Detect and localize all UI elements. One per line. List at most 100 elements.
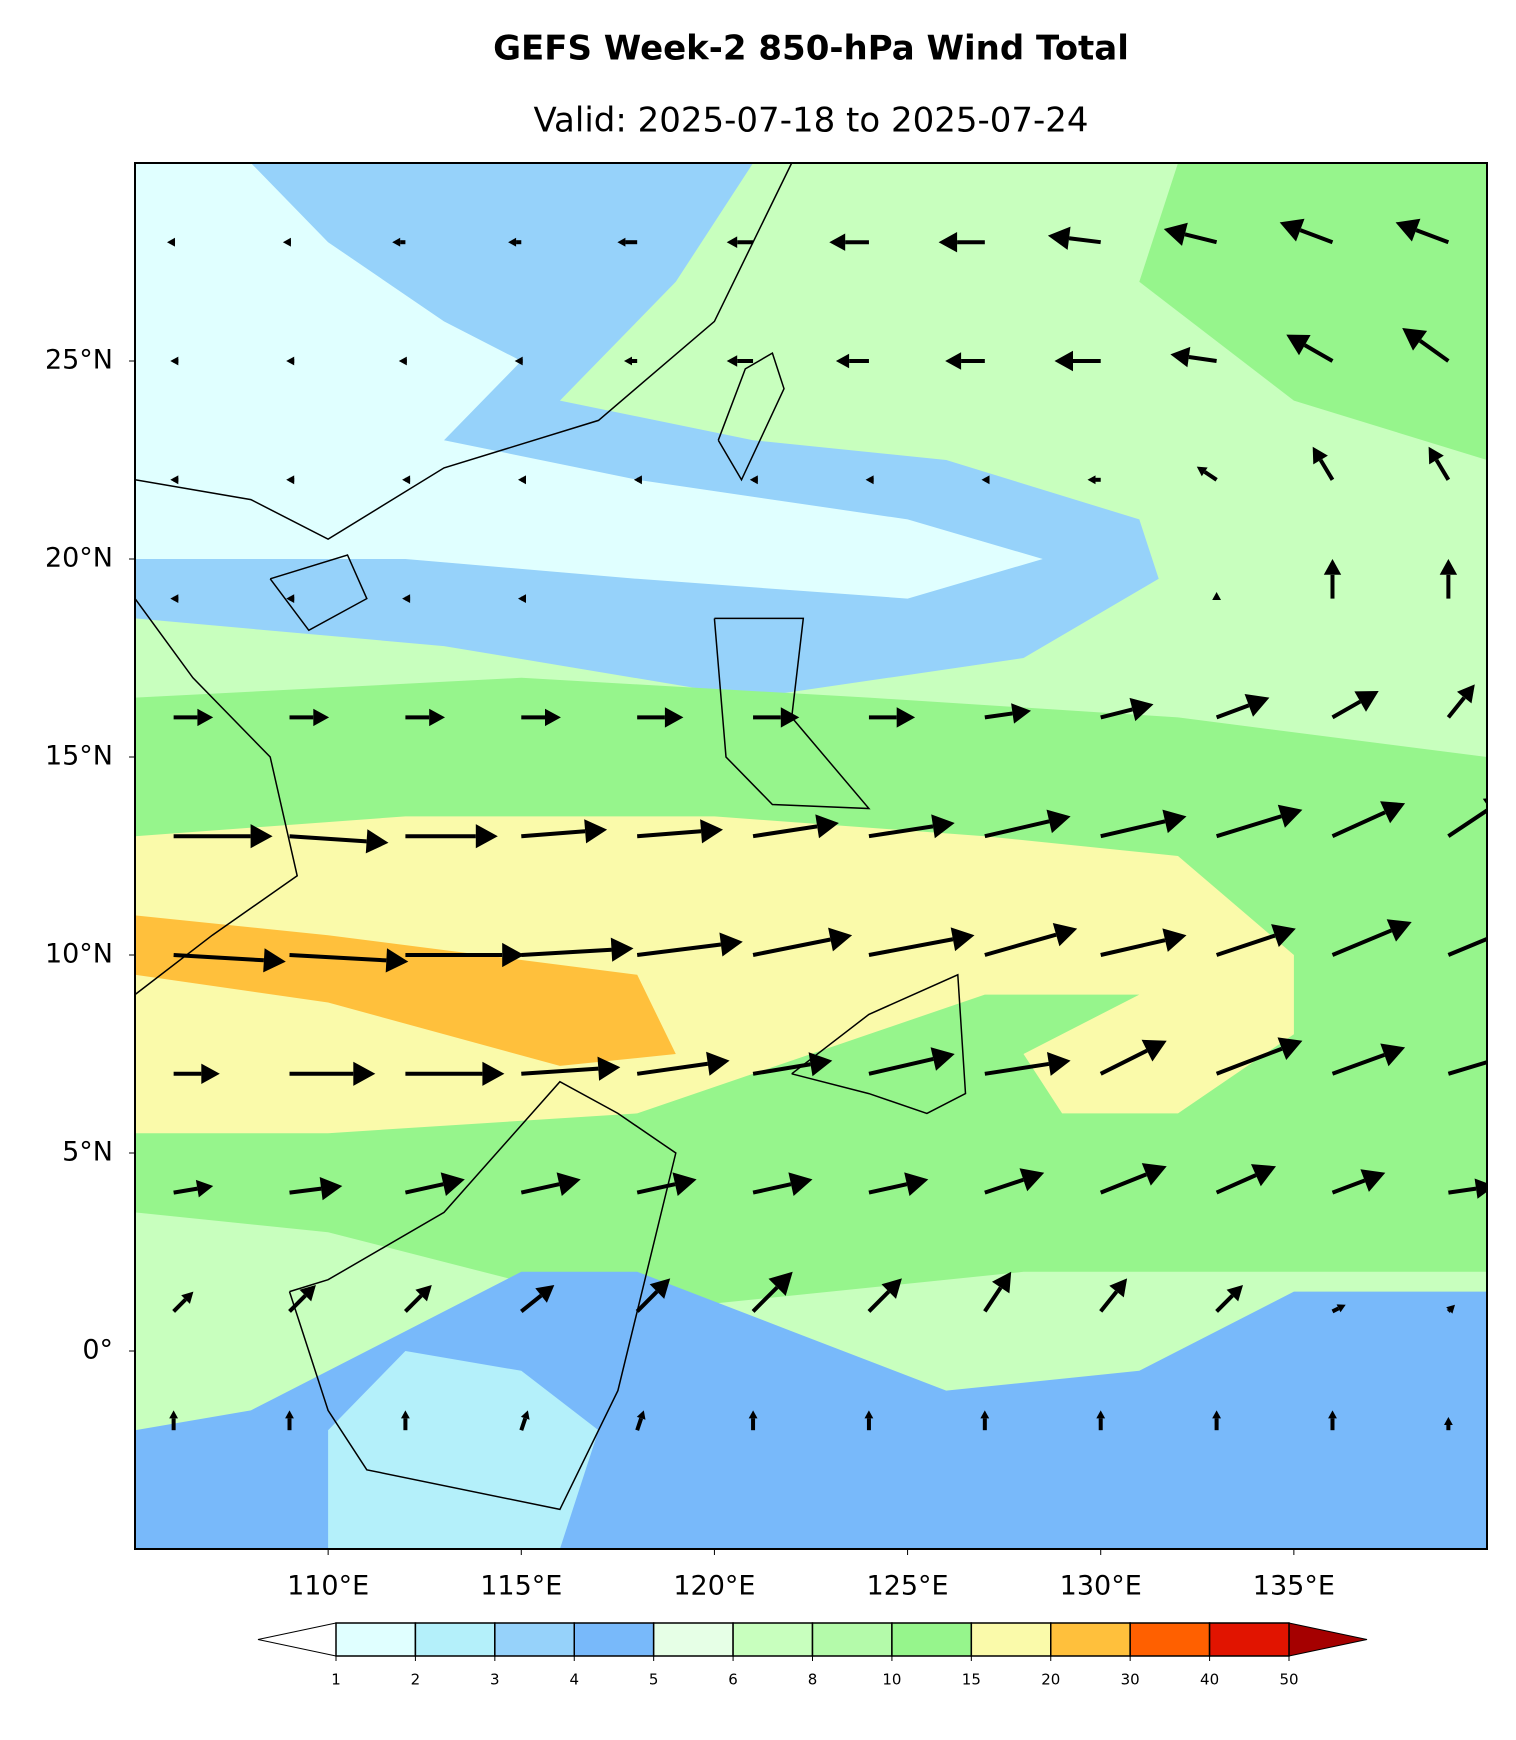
wind-arrow <box>521 937 634 962</box>
arrow-shaft <box>521 829 586 839</box>
arrow-head <box>672 1172 697 1196</box>
wind-arrow <box>984 809 1071 839</box>
arrow-shaft <box>1331 1178 1366 1195</box>
wind-arrow <box>1047 226 1101 250</box>
wind-arrow <box>1331 1304 1346 1314</box>
arrow-head <box>286 356 295 366</box>
arrow-head <box>1212 592 1221 600</box>
arrow-head <box>1490 1049 1515 1072</box>
arrow-head <box>1277 1037 1303 1060</box>
arrow-shaft <box>1100 938 1166 957</box>
wind-arrow <box>518 594 526 603</box>
wind-arrow <box>633 475 642 485</box>
coastlines <box>135 163 967 1511</box>
arrow-head <box>1271 924 1296 947</box>
colorbar-box <box>494 1622 576 1657</box>
arrow-head <box>535 1285 555 1303</box>
y-tick-label: 0° <box>82 1335 113 1366</box>
wind-arrow <box>1216 804 1303 839</box>
wind-arrow <box>402 475 411 485</box>
arrow-head <box>719 932 743 957</box>
arrow-head <box>633 475 642 485</box>
wind-arrow <box>285 1410 294 1431</box>
wind-arrow <box>405 942 525 968</box>
arrow-head <box>353 1061 376 1086</box>
arrow-head <box>1196 466 1208 477</box>
wind-arrow <box>938 232 985 253</box>
title: GEFS Week-2 850-hPa Wind Total <box>493 29 1129 69</box>
arrow-head <box>896 707 916 728</box>
arrow-shaft <box>1447 808 1487 838</box>
arrow-head <box>286 475 295 485</box>
arrow-shaft <box>635 1417 644 1431</box>
arrow-head <box>865 475 874 485</box>
arrow-head <box>726 355 738 367</box>
arrow-head <box>195 1179 214 1198</box>
wind-arrow <box>1215 1285 1243 1313</box>
wind-arrow <box>1428 446 1451 481</box>
arrow-shaft <box>520 1182 560 1195</box>
arrow-head <box>649 1278 671 1299</box>
wind-arrow <box>868 707 916 728</box>
arrow-head <box>440 1172 465 1196</box>
wind-arrow <box>835 353 869 369</box>
wind-arrow <box>1163 222 1218 246</box>
arrow-head <box>1279 218 1305 242</box>
arrow-shaft <box>173 1186 198 1195</box>
arrow-shaft <box>1099 1290 1119 1313</box>
wind-arrow <box>1170 346 1217 368</box>
arrow-head <box>402 475 411 485</box>
arrow-shaft <box>288 1294 307 1313</box>
arrow-head <box>881 1278 902 1299</box>
arrow-head <box>520 1410 530 1420</box>
wind-arrow <box>286 475 295 485</box>
arrow-head <box>1129 697 1154 722</box>
arrow-head <box>398 356 407 366</box>
y-tick-label: 15°N <box>45 741 113 772</box>
x-tick-label: 120°E <box>673 1571 755 1602</box>
wind-arrow <box>519 1410 530 1431</box>
wind-arrow <box>752 1172 813 1196</box>
arrow-head <box>319 1177 343 1201</box>
arrow-head <box>263 948 286 973</box>
wind-arrow <box>1331 1169 1386 1195</box>
arrow-head <box>1163 222 1188 246</box>
arrow-head <box>1380 801 1406 824</box>
arrow-head <box>945 352 962 370</box>
wind-arrow <box>173 1179 214 1198</box>
wind-arrow <box>169 1410 178 1431</box>
arrow-shaft <box>403 1294 423 1313</box>
arrow-shaft <box>752 824 818 839</box>
wind-arrow <box>286 594 295 603</box>
wind-arrow <box>635 1278 671 1313</box>
arrow-head <box>930 1047 955 1071</box>
arrow-head <box>931 814 955 839</box>
wind-arrow <box>289 829 389 854</box>
arrow-shaft <box>867 1290 891 1313</box>
arrow-shaft <box>752 937 831 957</box>
arrow-shaft <box>1331 1306 1340 1314</box>
arrow-head <box>981 475 990 485</box>
arrow-shaft <box>1215 1294 1234 1313</box>
wind-arrow <box>1331 1043 1406 1076</box>
arrow-head <box>584 819 608 844</box>
wind-arrow <box>984 1052 1071 1076</box>
wind-arrow <box>1286 334 1334 363</box>
arrow-head <box>1046 809 1071 834</box>
wind-arrow <box>636 932 743 957</box>
colorbar-label: 5 <box>649 1671 659 1689</box>
wind-arrow <box>1279 218 1334 245</box>
wind-arrow <box>749 475 758 485</box>
arrow-head <box>475 824 498 849</box>
wind-arrow <box>980 1410 990 1431</box>
wind-arrow <box>1099 1163 1167 1195</box>
wind-arrow <box>868 814 955 839</box>
wind-arrow <box>751 1271 793 1313</box>
wind-arrow <box>617 237 638 247</box>
arrow-head <box>1386 919 1412 942</box>
wind-arrow <box>521 819 608 844</box>
arrow-shaft <box>1331 699 1362 720</box>
arrow-head <box>700 819 723 844</box>
arrow-head <box>514 356 523 366</box>
